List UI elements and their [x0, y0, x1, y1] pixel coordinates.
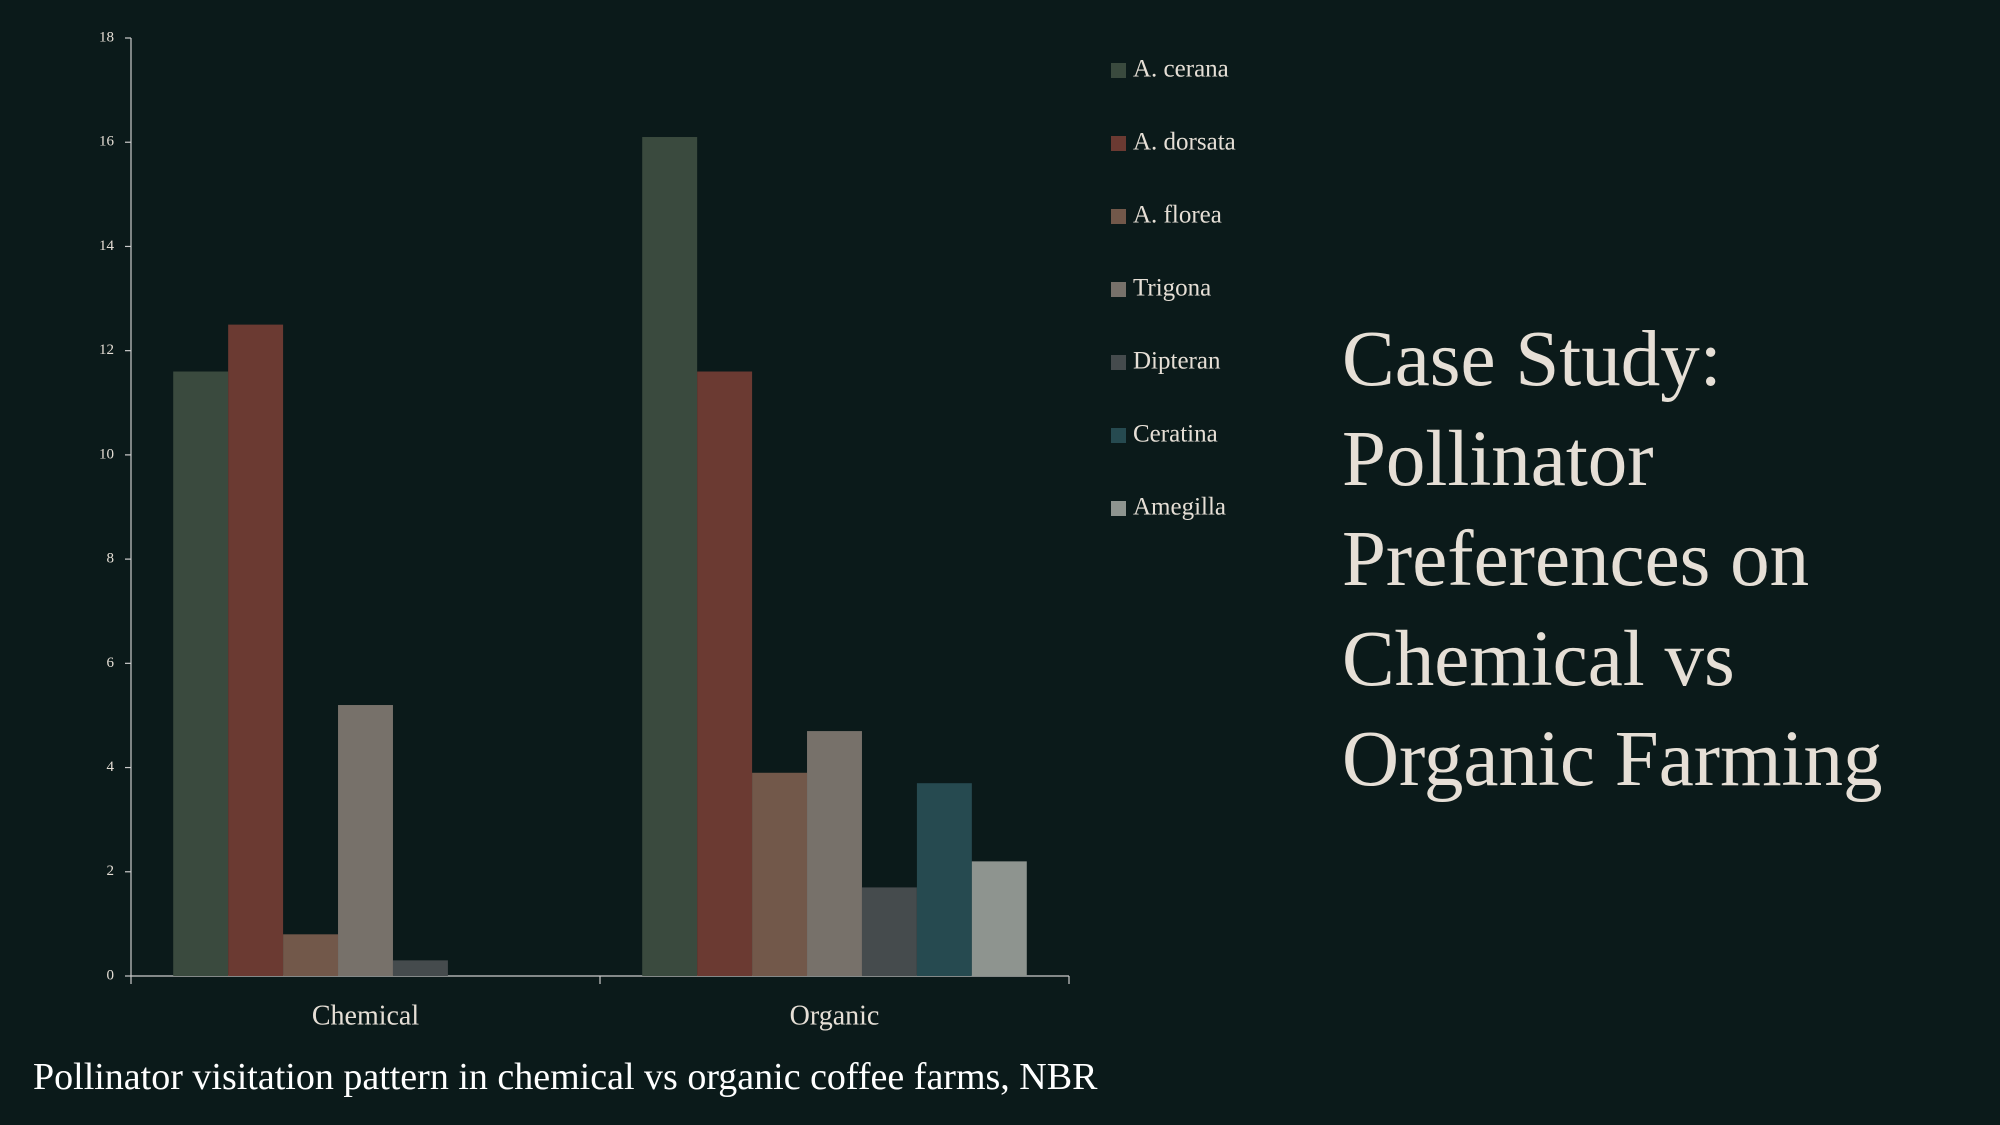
- y-tick-label: 4: [107, 759, 115, 775]
- legend-label: Dipteran: [1133, 348, 1221, 375]
- y-tick-label: 2: [107, 863, 115, 879]
- y-tick-label: 12: [99, 342, 114, 358]
- bar: [283, 934, 339, 976]
- slide-title: Case Study: Pollinator Preferences on Ch…: [1342, 316, 1883, 803]
- legend-swatch: [1111, 209, 1126, 224]
- legend-swatch: [1111, 355, 1126, 370]
- x-tick-label: Chemical: [312, 1000, 420, 1031]
- caption: Pollinator visitation pattern in chemica…: [33, 1056, 1098, 1098]
- legend-label: A. cerana: [1133, 56, 1229, 83]
- legend-swatch: [1111, 63, 1126, 78]
- x-tick-label: Organic: [790, 1000, 880, 1031]
- legend-label: A. florea: [1133, 202, 1222, 229]
- bar: [807, 731, 862, 976]
- y-tick-label: 18: [99, 29, 114, 45]
- legend-label: A. dorsata: [1133, 129, 1236, 156]
- bar: [971, 861, 1027, 976]
- y-tick-label: 6: [107, 655, 115, 671]
- bar: [916, 783, 972, 976]
- bar: [752, 772, 808, 976]
- bar: [338, 705, 393, 976]
- y-tick-label: 8: [107, 551, 115, 567]
- bar: [392, 960, 448, 976]
- legend-swatch: [1111, 136, 1126, 151]
- bar: [228, 324, 284, 977]
- bar: [173, 371, 229, 976]
- y-tick-label: 16: [99, 134, 115, 150]
- bar: [697, 371, 753, 976]
- legend-label: Trigona: [1133, 275, 1211, 302]
- y-tick-label: 0: [107, 967, 115, 983]
- legend-label: Amegilla: [1133, 494, 1226, 521]
- bar: [642, 137, 698, 976]
- y-tick-label: 10: [99, 446, 114, 462]
- legend-swatch: [1111, 428, 1126, 443]
- y-tick-label: 14: [99, 238, 115, 254]
- legend-swatch: [1111, 501, 1126, 516]
- legend-label: Ceratina: [1133, 421, 1218, 448]
- legend-swatch: [1111, 282, 1126, 297]
- bar: [861, 887, 917, 976]
